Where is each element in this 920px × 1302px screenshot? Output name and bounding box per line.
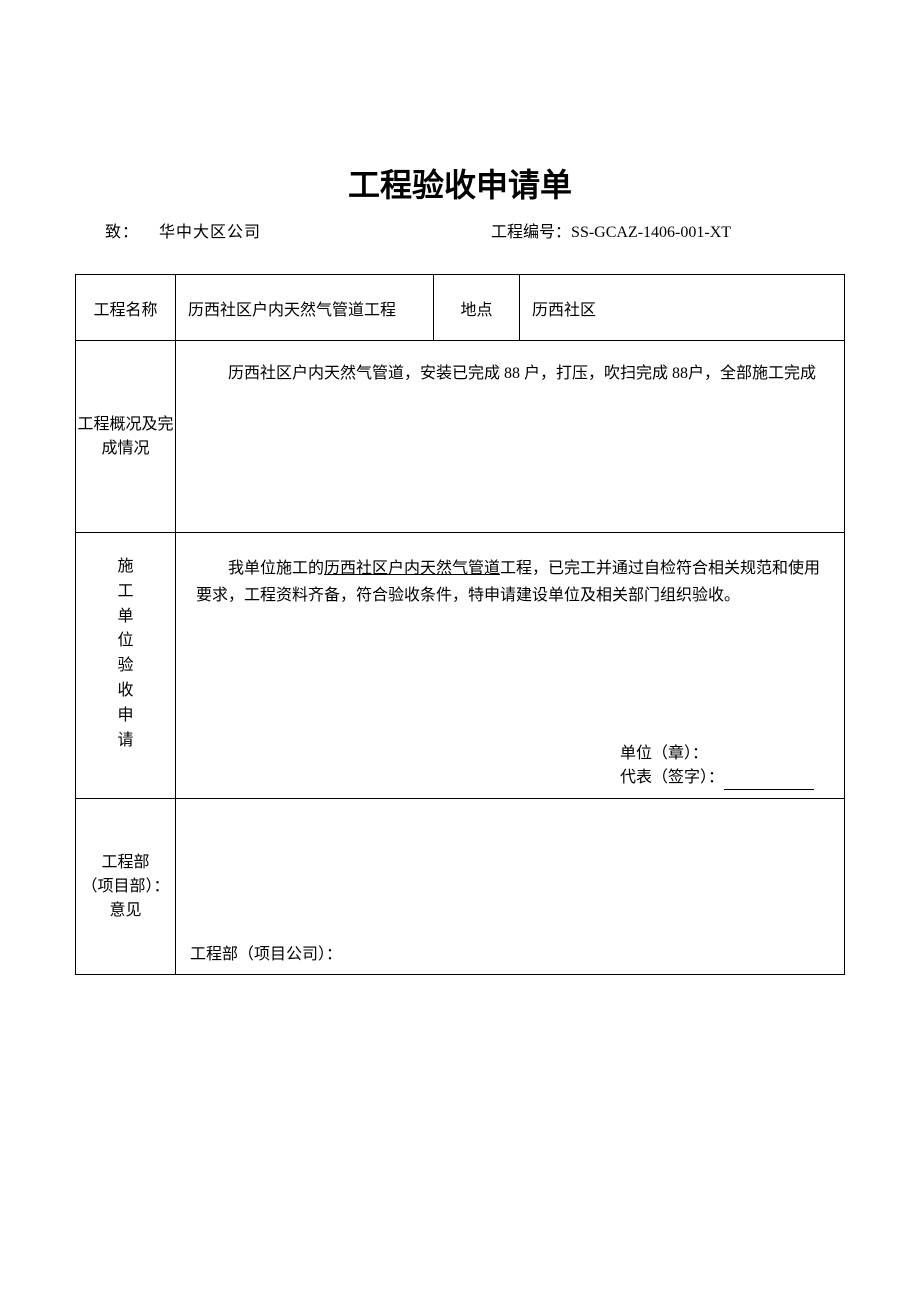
project-no-label: 工程编号： <box>491 224 571 241</box>
project-number: 工程编号：SS-GCAZ-1406-001-XT <box>491 218 731 242</box>
stamp-label: 单位（章）： <box>620 742 814 766</box>
location-label: 地点 <box>434 275 520 341</box>
application-label-text: 施工单位验收申请 <box>117 555 135 753</box>
overview-content: 历西社区户内天然气管道，安装已完成 88 户，打压，吹扫完成 88户，全部施工完… <box>176 341 845 533</box>
signature-line <box>724 789 814 790</box>
opinion-label-line2: （项目部）： <box>81 878 169 895</box>
project-info-row: 工程名称 历西社区户内天然气管道工程 地点 历西社区 <box>76 275 845 341</box>
opinion-label-line1: 工程部 <box>101 854 149 871</box>
project-name-value: 历西社区户内天然气管道工程 <box>176 275 434 341</box>
application-label: 施工单位验收申请 <box>76 533 176 799</box>
project-no-value: SS-GCAZ-1406-001-XT <box>571 224 731 241</box>
main-table: 工程名称 历西社区户内天然气管道工程 地点 历西社区 工程概况及完成情况 历西社… <box>75 274 845 975</box>
application-text: 我单位施工的历西社区户内天然气管道工程，已完工并通过自检符合相关规范和使用要求，… <box>196 555 824 609</box>
opinion-row: 工程部 （项目部）： 意见 工程部（项目公司）： <box>76 799 845 975</box>
document-title: 工程验收申请单 <box>75 160 845 206</box>
sign-label: 代表（签字）： <box>620 769 724 786</box>
signature-block: 单位（章）： 代表（签字）： <box>620 742 814 790</box>
project-name-label: 工程名称 <box>76 275 176 341</box>
application-content: 我单位施工的历西社区户内天然气管道工程，已完工并通过自检符合相关规范和使用要求，… <box>176 533 845 799</box>
application-row: 施工单位验收申请 我单位施工的历西社区户内天然气管道工程，已完工并通过自检符合相… <box>76 533 845 799</box>
to-label: 致： <box>105 224 139 241</box>
to-value: 华中大区公司 <box>159 224 261 241</box>
header-row: 致： 华中大区公司 工程编号：SS-GCAZ-1406-001-XT <box>75 218 845 242</box>
recipient: 致： 华中大区公司 <box>105 218 261 242</box>
opinion-label-line3: 意见 <box>109 902 141 919</box>
location-value: 历西社区 <box>520 275 845 341</box>
opinion-label: 工程部 （项目部）： 意见 <box>76 799 176 975</box>
overview-row: 工程概况及完成情况 历西社区户内天然气管道，安装已完成 88 户，打压，吹扫完成… <box>76 341 845 533</box>
overview-label: 工程概况及完成情况 <box>76 341 176 533</box>
app-text-underline: 历西社区户内天然气管道 <box>324 560 500 577</box>
opinion-content: 工程部（项目公司）： <box>176 799 845 975</box>
app-text-prefix: 我单位施工的 <box>228 560 324 577</box>
